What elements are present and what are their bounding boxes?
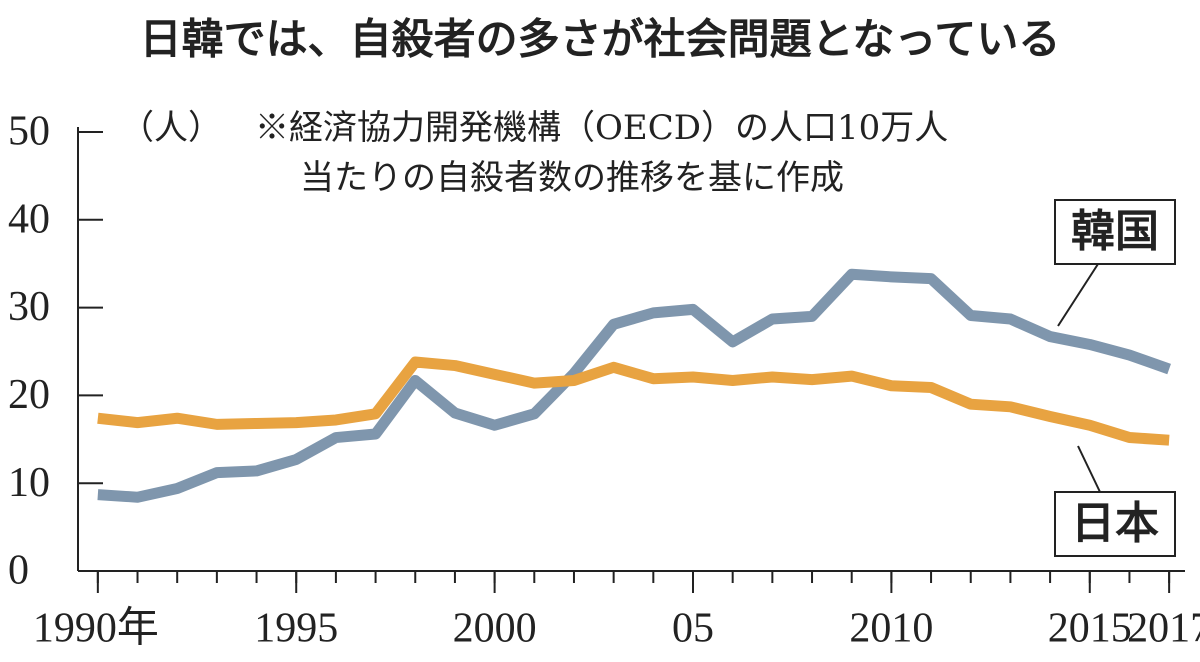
leader-line xyxy=(1077,445,1101,493)
leader-line xyxy=(1057,263,1099,327)
x-tick-label: 05 xyxy=(672,606,714,652)
label-box xyxy=(1054,199,1176,265)
series-line xyxy=(97,268,1171,503)
x-tick-label: 2000 xyxy=(453,606,537,652)
y-tick-label: 50 xyxy=(8,109,50,155)
y-tick-label: 40 xyxy=(8,196,50,242)
chart-title: 日韓では、自殺者の多さが社会問題となっている xyxy=(140,15,1061,64)
x-tick-label: 2015 xyxy=(1048,606,1132,652)
y-tick-label: 0 xyxy=(8,548,29,594)
y-tick-label: 10 xyxy=(8,460,50,506)
note: ※経済協力開発機構（OECD）の人口10万人 xyxy=(255,108,948,148)
y-tick-label: 20 xyxy=(8,372,50,418)
x-tick-label: 2010 xyxy=(849,606,933,652)
legend-label: 日本 xyxy=(1071,498,1159,549)
series-line xyxy=(97,356,1170,446)
note: 当たりの自殺者数の推移を基に作成 xyxy=(300,158,844,198)
y-tick-label: 30 xyxy=(8,284,50,330)
legend-label: 韓国 xyxy=(1071,206,1159,257)
x-tick-label: 1995 xyxy=(254,606,338,652)
x-tick-label: 2017 xyxy=(1127,606,1200,652)
y-unit: （人） xyxy=(120,108,222,148)
label-box xyxy=(1054,491,1176,557)
x-tick-label: 1990年 xyxy=(33,605,159,652)
